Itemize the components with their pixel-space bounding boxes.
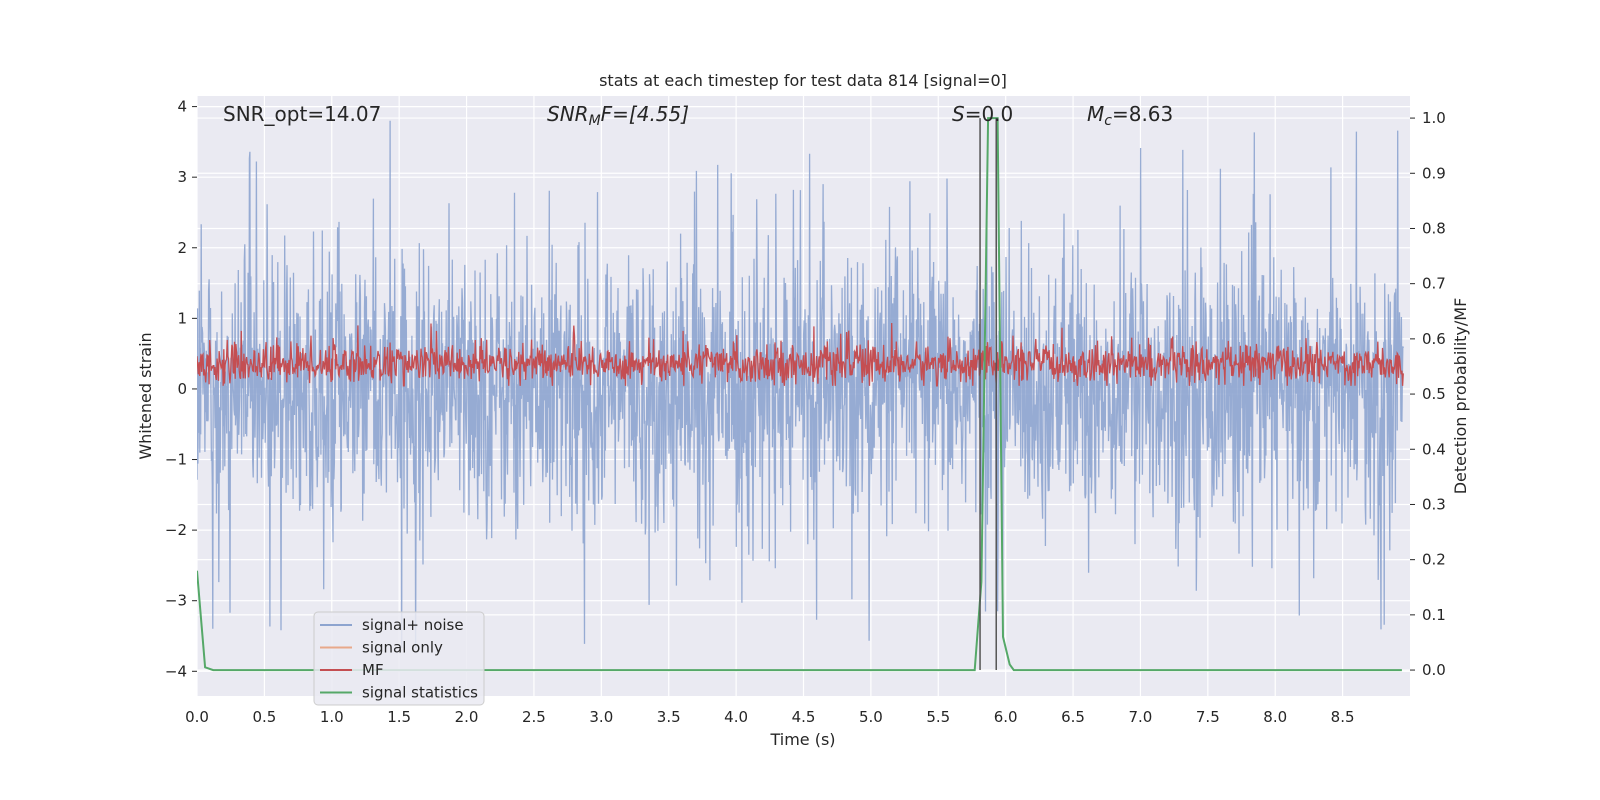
annotation-snr-mf-italic: SNR [547,102,589,126]
y-tick-label: 3 [177,168,187,186]
x-tick-label: 7.0 [1129,708,1153,726]
y-tick-label: −2 [165,521,187,539]
x-tick-label: 6.0 [994,708,1018,726]
series-layer [197,117,1404,672]
x-tick-label: 7.5 [1196,708,1220,726]
legend-label: signal statistics [362,684,478,702]
y-right-tick-label: 0.2 [1422,551,1446,569]
y-right-tick-label: 0.8 [1422,219,1446,237]
x-axis-ticks: 0.0 0.5 1.0 1.5 2.0 2.5 3.0 3.5 4.0 4.5 5.0 5.5 6.0 6… [185,708,1354,726]
y-right-tick-label: 0.1 [1422,606,1446,624]
x-tick-label: 2.5 [522,708,546,726]
y-tick-label: −4 [165,662,187,680]
annotation-snr-mf-rest: F=[4.55] [601,102,689,126]
x-tick-label: 1.5 [387,708,411,726]
annotation-s-rest: =0.0 [965,102,1014,126]
y-right-tick-label: 0.6 [1422,330,1446,348]
legend-label: signal+ noise [362,616,464,634]
legend-label: signal only [362,639,443,657]
annotation-s-italic: S [952,102,965,126]
series-mf [197,322,1404,387]
chart-title: stats at each timestep for test data 814… [599,71,1007,90]
x-tick-label: 6.5 [1061,708,1085,726]
annotation-snr-opt: SNR_opt=14.07 [223,102,381,126]
y-tick-label: 4 [177,98,187,116]
y-axis-right-label: Detection probability/MF [1451,298,1470,495]
y-axis-label: Whitened strain [136,332,155,459]
x-tick-label: 5.0 [859,708,883,726]
annotation-mc: Mc=8.63 [1087,102,1173,129]
x-tick-label: 4.5 [792,708,816,726]
x-tick-label: 0.5 [252,708,276,726]
y-right-tick-label: 0.7 [1422,275,1446,293]
y-tick-label: −1 [165,451,187,469]
x-tick-label: 2.0 [455,708,479,726]
y-right-tick-label: 1.0 [1422,109,1446,127]
annotation-snr-mf: SNRMF=[4.55] [547,102,689,129]
x-tick-label: 8.5 [1331,708,1355,726]
x-tick-label: 0.0 [185,708,209,726]
y-tick-label: 0 [177,380,187,398]
series-signal-statistics [197,117,1402,672]
x-tick-label: 3.5 [657,708,681,726]
y-tick-label: −3 [165,592,187,610]
y-right-tick-label: 0.0 [1422,661,1446,679]
annotation-s: S=0.0 [952,102,1013,126]
y-right-tick-label: 0.5 [1422,385,1446,403]
y-tick-label: 2 [177,239,187,257]
legend: signal+ noise signal only MF signal statist… [313,611,485,706]
series-signal-noise [197,120,1404,649]
x-axis-label: Time (s) [769,730,835,749]
y-tick-label: 1 [177,309,187,327]
annotation-snr-mf-sub: M [589,113,601,129]
y-axis-ticks: −4 −3 −2 −1 0 1 2 3 4 [165,98,197,680]
x-tick-label: 1.0 [320,708,344,726]
legend-label: MF [362,661,384,679]
annotation-mc-italic: M [1087,102,1104,126]
x-tick-label: 3.0 [589,708,613,726]
x-tick-label: 4.0 [724,708,748,726]
x-tick-label: 8.0 [1263,708,1287,726]
annotation-mc-rest: =8.63 [1112,102,1173,126]
legend-box [313,611,485,706]
x-tick-label: 5.5 [926,708,950,726]
y-right-tick-label: 0.9 [1422,164,1446,182]
y-axis-right-ticks: 0.0 0.1 0.2 0.3 0.4 0.5 0.6 0.7 0.8 0.9 1.0 [1410,109,1446,679]
y-right-tick-label: 0.4 [1422,440,1446,458]
y-right-tick-label: 0.3 [1422,495,1446,513]
annotation-mc-sub: c [1104,113,1112,129]
